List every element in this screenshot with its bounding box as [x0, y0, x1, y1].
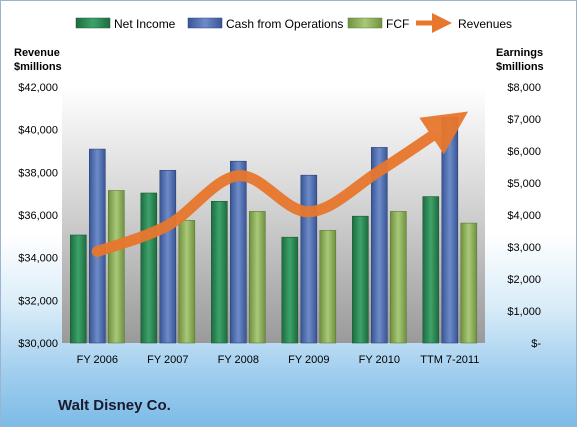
- legend-label-fcf: FCF: [386, 17, 409, 31]
- bar-cash-from-operations-4: [300, 174, 318, 344]
- right-axis-title-line1: Earnings: [496, 47, 543, 59]
- category-label-4: FY 2009: [288, 354, 329, 366]
- bar-cash-from-operations-2: [159, 170, 177, 344]
- right-axis-title-line2: $millions: [496, 61, 544, 73]
- bar-fcf-2: [178, 220, 196, 344]
- right-tick-label-8: $7,000: [507, 114, 541, 126]
- right-tick-label-9: $8,000: [507, 82, 541, 94]
- left-tick-label-6: $40,000: [18, 125, 58, 137]
- left-tick-label-5: $38,000: [18, 167, 58, 179]
- right-tick-label-7: $6,000: [507, 146, 541, 158]
- left-tick-label-4: $36,000: [18, 210, 58, 222]
- bar-net-income-4: [281, 236, 299, 344]
- category-label-1: FY 2006: [77, 354, 118, 366]
- bar-net-income-3: [211, 201, 228, 344]
- left-axis-title-line2: $millions: [14, 61, 62, 73]
- category-label-6: TTM 7-2011: [420, 354, 479, 366]
- bar-net-income-2: [140, 192, 158, 344]
- legend-swatch-cash-from-operations: [187, 17, 223, 29]
- bar-cash-from-operations-6: [441, 117, 459, 344]
- left-tick-label-7: $42,000: [18, 82, 58, 94]
- bar-fcf-1: [108, 190, 125, 344]
- legend-label-revenues: Revenues: [458, 17, 512, 31]
- bar-fcf-5: [389, 211, 407, 344]
- bar-net-income-5: [351, 215, 369, 344]
- left-tick-label-3: $34,000: [18, 253, 58, 265]
- category-label-2: FY 2007: [147, 354, 188, 366]
- bar-fcf-6: [460, 222, 478, 344]
- right-tick-label-2: $1,000: [507, 306, 541, 318]
- revenues-line: [91, 111, 469, 258]
- right-tick-label-5: $4,000: [507, 210, 541, 222]
- right-tick-label-3: $2,000: [507, 274, 541, 286]
- bar-fcf-4: [319, 230, 337, 344]
- bar-cash-from-operations-3: [230, 160, 247, 344]
- left-tick-label-2: $32,000: [18, 295, 58, 307]
- legend-label-cash-from-operations: Cash from Operations: [226, 17, 343, 31]
- legend-swatch-net-income: [75, 17, 111, 29]
- company-name: Walt Disney Co.: [58, 397, 171, 414]
- right-tick-label-4: $3,000: [507, 242, 541, 254]
- legend: Net Income Cash from Operations FCF Reve…: [75, 13, 512, 33]
- category-label-5: FY 2010: [359, 354, 400, 366]
- right-tick-label-1: $-: [531, 338, 541, 350]
- legend-swatch-fcf: [347, 17, 383, 29]
- legend-label-net-income: Net Income: [114, 17, 176, 31]
- bar-net-income-1: [70, 234, 87, 344]
- left-axis-title-line1: Revenue: [14, 47, 60, 59]
- bar-cash-from-operations-5: [370, 147, 388, 344]
- left-tick-label-1: $30,000: [18, 338, 58, 350]
- bar-net-income-6: [422, 196, 440, 344]
- category-label-3: FY 2008: [218, 354, 259, 366]
- bar-fcf-3: [249, 211, 266, 344]
- right-tick-label-6: $5,000: [507, 178, 541, 190]
- plot-area: [62, 87, 485, 343]
